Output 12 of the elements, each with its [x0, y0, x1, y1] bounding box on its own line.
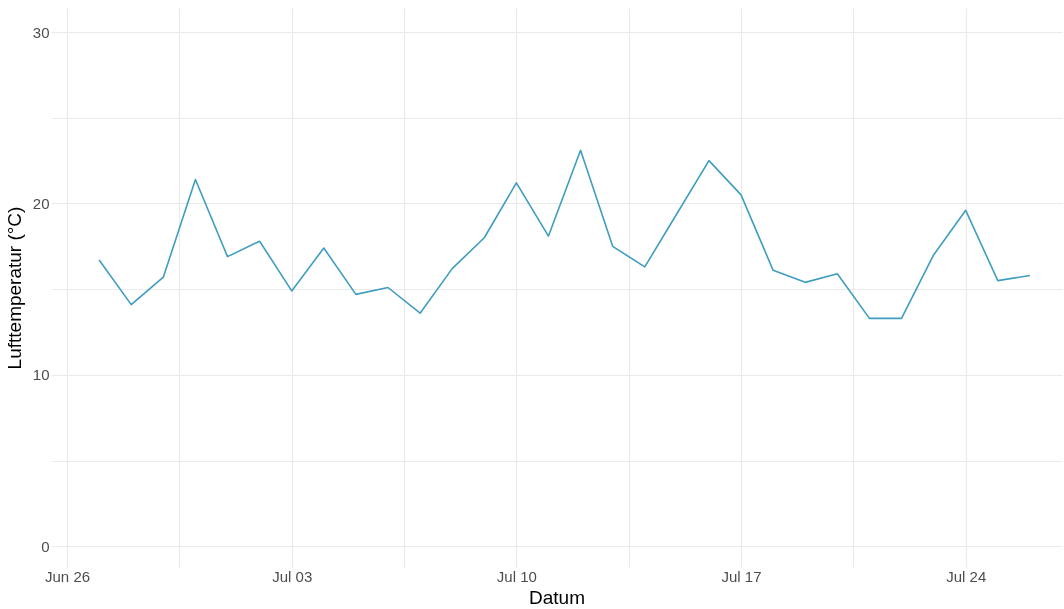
x-tick-label: Jul 10	[496, 567, 537, 585]
y-tick-label: 0	[41, 537, 50, 555]
x-axis-title: Datum	[529, 586, 585, 608]
x-tick-label: Jul 24	[946, 567, 987, 585]
y-tick-label: 10	[32, 366, 50, 384]
y-axis-title: Lufttemperatur (°C)	[3, 206, 25, 370]
line-series	[98, 149, 1031, 320]
y-tick-label: 30	[32, 23, 50, 41]
y-tick-label: 20	[32, 194, 50, 212]
x-tick-label: Jul 17	[721, 567, 762, 585]
x-tick-label: Jun 26	[45, 567, 91, 585]
x-tick-label: Jul 03	[272, 567, 313, 585]
